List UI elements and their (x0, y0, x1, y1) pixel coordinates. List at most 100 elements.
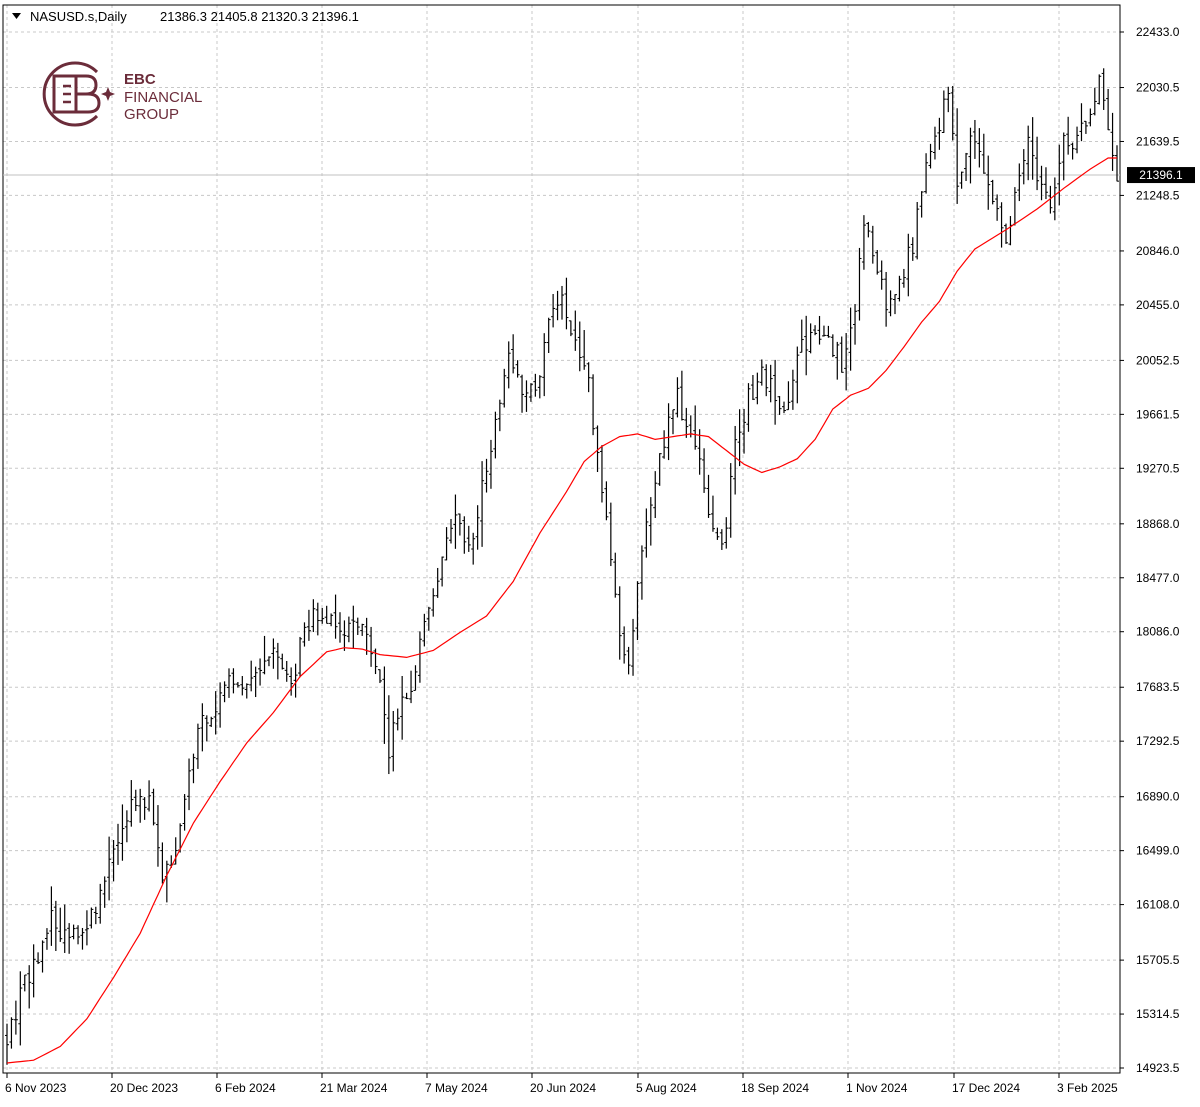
ohlc-bar (218, 682, 223, 728)
ohlc-bar (9, 1017, 14, 1049)
ohlc-bar (1075, 126, 1080, 154)
ohlc-bar (804, 315, 809, 376)
ohlc-bar (457, 513, 462, 536)
ohlc-bar (151, 788, 156, 826)
ohlc-bar (799, 319, 804, 353)
ohlc-bar (964, 152, 969, 181)
ohlc-bar (613, 552, 618, 598)
ohlc-bar (1021, 149, 1026, 185)
ohlc-bar (577, 321, 582, 372)
ohlc-bar (435, 567, 440, 598)
ohlc-bar (271, 638, 276, 669)
dropdown-triangle-icon[interactable] (12, 13, 21, 19)
ohlc-bar (80, 927, 85, 950)
ohlc-bar (338, 612, 342, 643)
ohlc-bar (1017, 163, 1022, 202)
ohlc-bar (191, 753, 196, 784)
ohlc-bar (750, 374, 755, 401)
ohlc-bar (875, 250, 880, 275)
x-tick-label: 1 Nov 2024 (846, 1081, 908, 1095)
ohlc-bar (653, 471, 658, 519)
y-tick-label: 16890.0 (1136, 790, 1180, 804)
ohlc-bar (555, 290, 560, 321)
y-tick-label: 16499.0 (1136, 844, 1180, 858)
ohlc-bar (622, 626, 627, 664)
ohlc-bar (222, 681, 227, 703)
plot-area-frame (2, 4, 1121, 1074)
x-tick-label: 3 Feb 2025 (1057, 1081, 1118, 1095)
ohlc-bar (431, 588, 436, 617)
ohlc-bar (830, 334, 835, 358)
ohlc-bar (675, 377, 680, 418)
ohlc-bar (995, 194, 1000, 221)
x-tick-label: 17 Dec 2024 (952, 1081, 1020, 1095)
ohlc-values: 21386.3 21405.8 21320.3 21396.1 (160, 9, 359, 24)
ohlc-bar (5, 1023, 9, 1065)
ohlc-bar (879, 260, 884, 290)
ohlc-bar (440, 556, 445, 587)
ohlc-bar (462, 516, 467, 554)
ohlc-bar (715, 527, 720, 540)
y-tick-label: 17683.5 (1136, 680, 1180, 694)
ohlc-bar (697, 429, 702, 475)
ohlc-bar (782, 401, 786, 414)
ohlc-bar (520, 374, 525, 413)
time-axis[interactable]: 6 Nov 2023 20 Dec 2023 6 Feb 2024 21 Mar 20… (5, 1073, 1118, 1095)
ohlc-bar (204, 715, 209, 742)
ohlc-bar (502, 368, 507, 408)
ohlc-bar (182, 794, 187, 831)
ohlc-bar (93, 906, 98, 925)
ohlc-bar (671, 409, 675, 435)
ohlc-bar (560, 285, 564, 320)
ohlc-bar (53, 900, 58, 951)
ohlc-bar (551, 294, 556, 328)
ohlc-bar (910, 237, 915, 261)
ohlc-bar (320, 607, 325, 624)
ohlc-bar (1070, 142, 1075, 160)
ohlc-bar (333, 594, 338, 639)
ohlc-bar (990, 179, 995, 205)
ohlc-bar (1039, 165, 1044, 201)
ohlc-bar (475, 505, 480, 550)
ohlc-bar (684, 407, 689, 438)
ohlc-bar (941, 90, 946, 134)
ohlc-bar (249, 660, 254, 692)
y-tick-label: 21248.5 (1136, 188, 1180, 202)
ohlc-bar (893, 294, 897, 315)
ohlc-bar (298, 636, 303, 678)
ohlc-bar (1043, 167, 1048, 200)
ohlc-bar (981, 133, 986, 174)
ohlc-bar (18, 971, 23, 1046)
ohlc-bar (262, 635, 267, 675)
y-tick-label: 14923.5 (1136, 1061, 1180, 1075)
ohlc-bar (1048, 185, 1053, 214)
ohlc-bar (826, 325, 831, 338)
price-axis[interactable]: 22433.0 22030.5 21639.5 21248.5 20846.0 20455… (1120, 25, 1180, 1075)
ohlc-bar (835, 341, 840, 380)
x-tick-label: 20 Dec 2023 (110, 1081, 178, 1095)
y-tick-label: 15314.5 (1136, 1007, 1180, 1021)
ohlc-bar (755, 372, 760, 405)
ohlc-bar (524, 380, 529, 412)
x-tick-label: 21 Mar 2024 (320, 1081, 388, 1095)
x-tick-label: 7 May 2024 (425, 1081, 488, 1095)
ohlc-bars (5, 68, 1119, 1065)
ohlc-bar (329, 613, 334, 627)
y-tick-label: 17292.5 (1136, 734, 1180, 748)
ohlc-bar (36, 952, 41, 965)
ohlc-bar (493, 411, 498, 459)
y-tick-label: 19661.5 (1136, 407, 1180, 421)
ohlc-bar (573, 310, 578, 351)
ohlc-bar (40, 940, 45, 973)
ohlc-bar (946, 86, 951, 113)
ohlc-bar (400, 675, 405, 740)
ohlc-bar (857, 247, 862, 321)
moving-average-line (6, 157, 1117, 1064)
ohlc-bar (937, 117, 942, 150)
ohlc-bar (195, 723, 200, 769)
ohlc-bar (386, 695, 391, 775)
x-tick-label: 5 Aug 2024 (636, 1081, 697, 1095)
ohlc-bar (391, 710, 396, 772)
